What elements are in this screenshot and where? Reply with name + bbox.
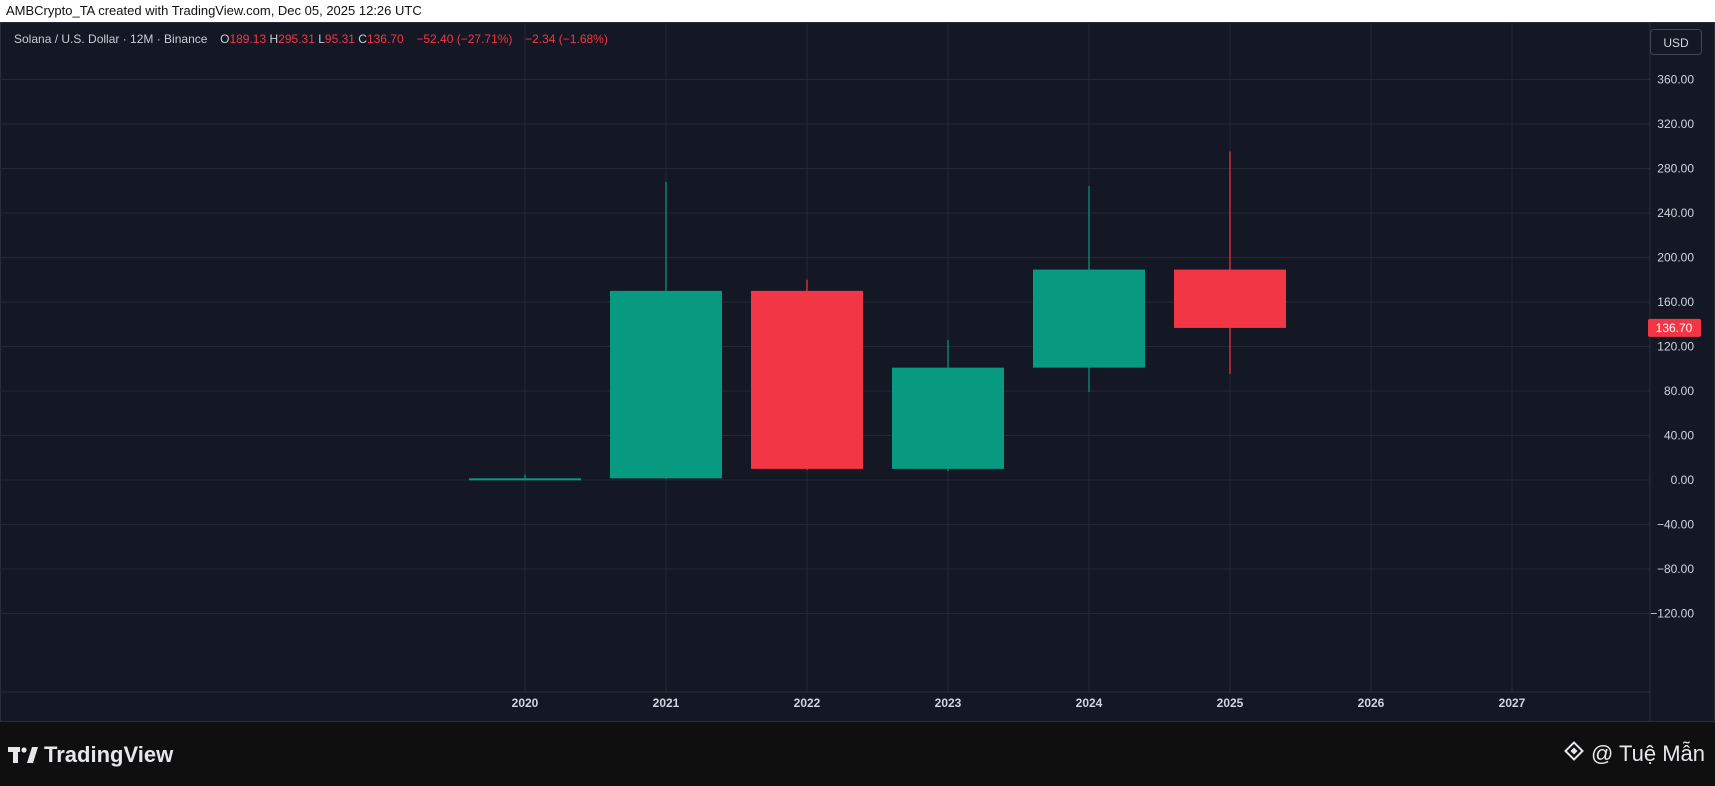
- legend-low-label: L: [318, 32, 325, 46]
- candle-body: [469, 478, 581, 481]
- candle-body: [610, 290, 722, 479]
- legend-close-label: C: [358, 32, 367, 46]
- legend-high-value: 295.31: [278, 32, 315, 46]
- currency-button[interactable]: USD: [1650, 29, 1702, 55]
- attribution-bar: AMBCrypto_TA created with TradingView.co…: [0, 0, 1715, 22]
- y-tick-label: 280.00: [1657, 162, 1694, 176]
- binance-diamond-icon: [1563, 740, 1585, 768]
- legend-high-label: H: [269, 32, 279, 46]
- y-tick-label: 240.00: [1657, 206, 1694, 220]
- x-tick-label: 2024: [1076, 696, 1103, 710]
- legend-low-value: 95.31: [324, 32, 355, 46]
- price-chart[interactable]: 360.00 320.00 280.00 240.00 200.00 160.00 120.…: [0, 22, 1715, 722]
- legend-open-label: O: [220, 32, 230, 46]
- y-tick-label: 320.00: [1657, 117, 1694, 131]
- candle-body: [892, 367, 1004, 469]
- legend-symbol[interactable]: Solana / U.S. Dollar · 12M · Binance: [14, 32, 208, 46]
- candle-body: [751, 290, 863, 469]
- x-tick-label: 2026: [1358, 696, 1385, 710]
- legend-change: −52.40 (−27.71%): [416, 32, 513, 46]
- y-tick-label: 40.00: [1664, 429, 1694, 443]
- tradingview-logo-text: TradingView: [44, 742, 174, 767]
- x-tick-label: 2025: [1217, 696, 1244, 710]
- last-price-badge: [1648, 318, 1701, 337]
- x-tick-label: 2023: [935, 696, 962, 710]
- y-tick-label: −80.00: [1657, 562, 1694, 576]
- y-tick-label: 160.00: [1657, 295, 1694, 309]
- credit-text: @ Tuệ Mẫn: [1590, 741, 1705, 766]
- y-tick-label: 360.00: [1657, 73, 1694, 87]
- y-tick-label: 0.00: [1671, 473, 1695, 487]
- legend-open-value: 189.13: [229, 32, 267, 46]
- y-tick-label: −40.00: [1657, 518, 1694, 532]
- tradingview-logo[interactable]: TradingView: [8, 742, 173, 768]
- y-tick-label: −120.00: [1650, 607, 1694, 621]
- x-tick-label: 2022: [794, 696, 821, 710]
- tradingview-mark-icon: [8, 746, 38, 764]
- footer: TradingView @ Tuệ Mẫn: [0, 722, 1715, 786]
- candle-body: [1033, 269, 1145, 368]
- y-tick-label: 120.00: [1657, 340, 1694, 354]
- attribution-text: AMBCrypto_TA created with TradingView.co…: [6, 3, 422, 18]
- chart-legend: Solana / U.S. Dollar · 12M · Binance O18…: [14, 32, 608, 46]
- x-tick-label: 2027: [1499, 696, 1526, 710]
- x-tick-label: 2020: [512, 696, 539, 710]
- candle-body: [1174, 269, 1286, 328]
- x-tick-label: 2021: [653, 696, 680, 710]
- legend-extra-change: −2.34 (−1.68%): [525, 32, 608, 46]
- y-tick-label: 80.00: [1664, 384, 1694, 398]
- legend-close-value: 136.70: [366, 32, 404, 46]
- author-credit: @ Tuệ Mẫn: [1563, 740, 1705, 768]
- y-tick-label: 200.00: [1657, 251, 1694, 265]
- last-price-label: 136.70: [1656, 321, 1693, 335]
